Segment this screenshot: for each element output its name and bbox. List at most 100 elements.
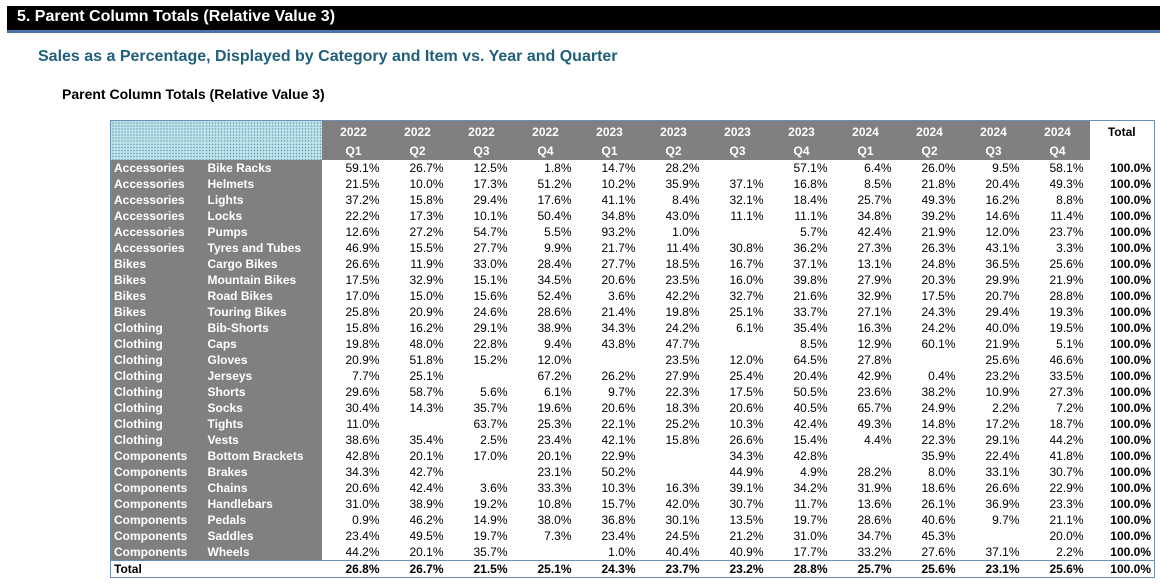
corner-cell[interactable]	[204, 143, 322, 160]
row-item-label: Tyres and Tubes	[204, 240, 322, 256]
value-cell: 26.6%	[985, 481, 1020, 495]
row-total-cell: 100.0%	[1110, 529, 1151, 543]
quarter-header: Q3	[705, 143, 770, 160]
value-cell: 44.2%	[345, 545, 380, 559]
value-cell: 27.8%	[857, 353, 892, 367]
row-total-cell: 100.0%	[1110, 273, 1151, 287]
value-cell	[706, 336, 770, 352]
value-cell: 25.1%	[729, 305, 764, 319]
quarter-header: Q4	[513, 143, 578, 160]
value-cell: 32.9%	[409, 273, 444, 287]
value-cell: 37.2%	[345, 193, 380, 207]
value-cell: 25.3%	[537, 417, 572, 431]
quarter-header: Q3	[449, 143, 514, 160]
value-cell: 27.3%	[1049, 385, 1084, 399]
year-header-row: 2022 2022 2022 2022 2023 2023 2023 2023 …	[110, 120, 1155, 143]
value-cell: 25.8%	[345, 305, 380, 319]
quarter-header: Q2	[385, 143, 450, 160]
value-cell: 29.4%	[473, 193, 508, 207]
corner-cell[interactable]	[110, 120, 205, 143]
column-total-cell: 25.1%	[513, 560, 578, 578]
value-cell: 11.4%	[1050, 209, 1084, 223]
value-cell: 13.1%	[857, 257, 892, 271]
value-cell: 11.0%	[346, 417, 380, 431]
value-cell: 2.2%	[992, 401, 1020, 415]
row-total-cell: 100.0%	[1110, 401, 1151, 415]
value-cell: 10.9%	[985, 385, 1020, 399]
value-cell: 26.3%	[921, 241, 956, 255]
value-cell: 21.7%	[601, 241, 636, 255]
value-cell: 20.1%	[409, 545, 444, 559]
value-cell: 4.4%	[864, 433, 892, 447]
value-cell: 12.0%	[537, 353, 572, 367]
row-category-label: Bikes	[110, 288, 205, 304]
value-cell: 7.3%	[544, 529, 572, 543]
value-cell: 63.7%	[473, 417, 508, 431]
value-cell: 29.1%	[473, 321, 508, 335]
value-cell: 23.5%	[665, 273, 700, 287]
value-cell: 38.0%	[537, 513, 572, 527]
quarter-header: Q1	[833, 143, 898, 160]
value-cell: 14.9%	[473, 513, 508, 527]
value-cell: 16.3%	[857, 321, 892, 335]
table-title: Parent Column Totals (Relative Value 3)	[62, 86, 325, 102]
value-cell: 10.1%	[473, 209, 508, 223]
value-cell: 49.3%	[1049, 177, 1084, 191]
corner-cell[interactable]	[204, 120, 322, 143]
corner-cell[interactable]	[110, 143, 205, 160]
row-total-cell: 100.0%	[1110, 433, 1151, 447]
value-cell: 67.2%	[537, 369, 572, 383]
row-category-label: Clothing	[110, 320, 205, 336]
value-cell: 16.0%	[729, 273, 764, 287]
value-cell	[642, 448, 706, 464]
value-cell: 15.0%	[409, 289, 444, 303]
row-item-label: Pedals	[204, 512, 322, 528]
value-cell: 49.5%	[409, 529, 444, 543]
value-cell: 26.7%	[409, 161, 444, 175]
value-cell: 22.2%	[345, 209, 380, 223]
value-cell: 39.1%	[729, 481, 764, 495]
value-cell: 17.6%	[537, 193, 572, 207]
value-cell: 17.2%	[985, 417, 1020, 431]
value-cell: 54.7%	[473, 225, 508, 239]
value-cell	[514, 544, 578, 561]
value-cell: 26.0%	[921, 161, 956, 175]
value-cell: 6.1%	[736, 321, 764, 335]
value-cell: 33.5%	[1049, 369, 1084, 383]
value-cell: 20.6%	[601, 273, 636, 287]
row-category-label: Clothing	[110, 352, 205, 368]
row-category-label: Clothing	[110, 368, 205, 384]
value-cell: 22.8%	[473, 337, 508, 351]
value-cell: 27.7%	[601, 257, 636, 271]
row-total-cell: 100.0%	[1110, 289, 1151, 303]
value-cell: 15.4%	[793, 433, 828, 447]
row-total-cell: 100.0%	[1110, 449, 1151, 463]
value-cell: 23.4%	[345, 529, 380, 543]
value-cell: 15.8%	[665, 433, 700, 447]
row-item-label: Gloves	[204, 352, 322, 368]
year-header: 2023	[641, 120, 706, 143]
value-cell: 20.6%	[601, 401, 636, 415]
value-cell: 9.7%	[992, 513, 1020, 527]
value-cell: 23.6%	[857, 385, 892, 399]
value-cell: 42.7%	[409, 465, 444, 479]
table-row: Components Saddles 23.4% 49.5% 19.7% 7.3% 23.4…	[110, 528, 1155, 544]
row-category-label: Clothing	[110, 432, 205, 448]
value-cell: 37.1%	[729, 177, 764, 191]
table-row: Components Bottom Brackets 42.8% 20.1% 17.0%…	[110, 448, 1155, 464]
value-cell: 33.0%	[473, 257, 508, 271]
value-cell: 11.1%	[794, 209, 828, 223]
grand-total-label: Total	[110, 560, 322, 578]
value-cell: 20.4%	[985, 177, 1020, 191]
value-cell: 12.0%	[985, 225, 1020, 239]
value-cell: 7.2%	[1056, 401, 1084, 415]
value-cell: 15.5%	[409, 241, 444, 255]
value-cell: 31.9%	[857, 481, 892, 495]
value-cell: 27.6%	[921, 545, 956, 559]
column-total-cell: 26.8%	[321, 560, 386, 578]
quarter-header: Q1	[321, 143, 386, 160]
value-cell: 40.6%	[921, 513, 956, 527]
year-header: 2023	[577, 120, 642, 143]
value-cell: 33.2%	[857, 545, 892, 559]
value-cell: 17.3%	[473, 177, 508, 191]
